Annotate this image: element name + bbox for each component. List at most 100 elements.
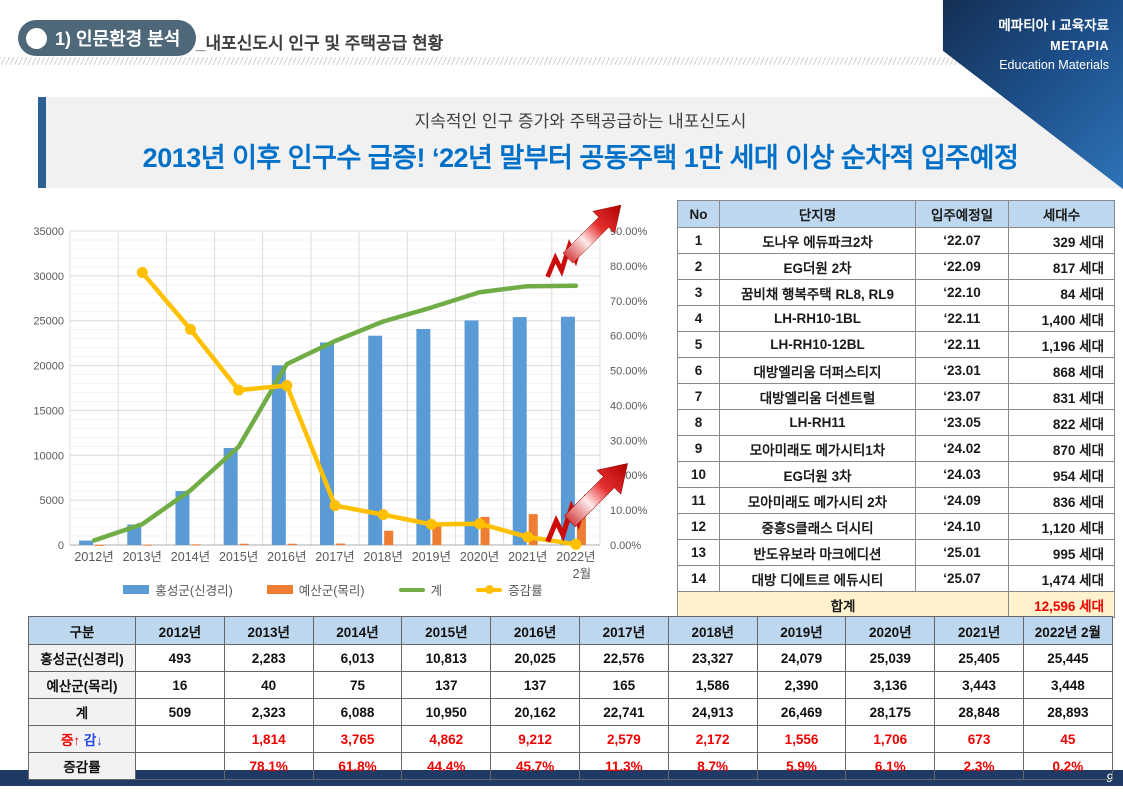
table-cell: 13 bbox=[677, 539, 720, 566]
table-row: 9 모아미래도 메가시티1차 ‘24.02 870 세대 bbox=[677, 435, 1115, 462]
svg-text:60.00%: 60.00% bbox=[610, 331, 648, 343]
table-cell: 24,913 bbox=[667, 698, 758, 726]
table-row: 증↑ 감↓ 1,814 3,765 4,862 9,212 2,579 2,172 1,556… bbox=[28, 725, 1113, 753]
table-cell: 3,448 bbox=[1022, 671, 1113, 699]
table-cell: 8.7% bbox=[667, 752, 758, 780]
table-cell bbox=[135, 725, 225, 753]
table-row: 7 대방엘리움 더센트럴 ‘23.07 831 세대 bbox=[677, 383, 1115, 410]
table-cell: ‘24.02 bbox=[915, 435, 1009, 462]
column-header: 2019년 bbox=[756, 616, 847, 645]
table-cell: 중흥S클래스 더시티 bbox=[719, 513, 916, 540]
brand-block: 메파티아 I 교육자료 METAPIA Education Materials bbox=[998, 16, 1109, 76]
table-cell: ‘24.09 bbox=[915, 487, 1009, 514]
table-cell: 2,390 bbox=[756, 671, 847, 699]
svg-text:2014년: 2014년 bbox=[171, 550, 210, 564]
table-cell: 831 세대 bbox=[1008, 383, 1115, 410]
table-cell: 26,469 bbox=[756, 698, 847, 726]
table-cell: 꿈비채 행복주택 RL8, RL9 bbox=[719, 279, 916, 306]
table-cell: 6,088 bbox=[312, 698, 403, 726]
chart-legend: 홍성군(신경리) 예산군(목리) 계 증감률 bbox=[48, 580, 618, 599]
hatched-divider bbox=[0, 57, 1123, 65]
banner-subtitle: 지속적인 인구 증가와 주택공급하는 내포신도시 bbox=[414, 112, 747, 131]
table-row: 6 대방엘리움 더퍼스티지 ‘23.01 868 세대 bbox=[677, 357, 1115, 384]
table-cell: 도나우 에듀파크2차 bbox=[719, 227, 916, 254]
table-row: 홍성군(신경리) 493 2,283 6,013 10,813 20,025 22,576 2… bbox=[28, 644, 1113, 672]
svg-text:0.00%: 0.00% bbox=[610, 540, 641, 552]
column-header: 2015년 bbox=[401, 616, 492, 645]
population-table: 구분 2012년 2013년 2014년 2015년 2016년 2017년 2018년 201… bbox=[28, 616, 1113, 780]
svg-text:2020년: 2020년 bbox=[460, 550, 499, 564]
table-cell: 4,862 bbox=[401, 725, 492, 753]
table-row: 증감률 78.1% 61.8% 44.4% 45.7% 11.3% 8.7% 5.9% 6.1%… bbox=[28, 752, 1113, 780]
table-cell: 20,025 bbox=[490, 644, 580, 672]
table-cell: 10,813 bbox=[401, 644, 492, 672]
table-row: 12 중흥S클래스 더시티 ‘24.10 1,120 세대 bbox=[677, 513, 1115, 540]
svg-text:2월: 2월 bbox=[573, 567, 591, 581]
table-cell: 61.8% bbox=[312, 752, 403, 780]
table-row: 2 EG더원 2차 ‘22.09 817 세대 bbox=[677, 253, 1115, 280]
table-cell: ‘23.07 bbox=[915, 383, 1009, 410]
row-label: 예산군(목리) bbox=[28, 671, 136, 699]
legend-swatch bbox=[476, 584, 503, 594]
svg-text:2013년: 2013년 bbox=[123, 550, 162, 564]
svg-text:2012년: 2012년 bbox=[74, 550, 113, 564]
column-header: 2012년 bbox=[135, 616, 225, 645]
table-cell: 22,576 bbox=[578, 644, 669, 672]
table-cell: ‘23.05 bbox=[915, 409, 1009, 436]
table-header-row: 구분 2012년 2013년 2014년 2015년 2016년 2017년 2018년 201… bbox=[28, 616, 1113, 645]
table-cell: 7 bbox=[677, 383, 720, 410]
red-up-arrow-icon bbox=[545, 463, 628, 543]
table-cell: 954 세대 bbox=[1008, 461, 1115, 488]
table-cell: 868 세대 bbox=[1008, 357, 1115, 384]
table-cell: 5.9% bbox=[756, 752, 847, 780]
legend-item: 홍성군(신경리) bbox=[123, 580, 233, 599]
legend-swatch bbox=[266, 585, 293, 594]
table-row: 계 509 2,323 6,088 10,950 20,162 22,741 24,913 26… bbox=[28, 698, 1113, 726]
table-cell: 822 세대 bbox=[1008, 409, 1115, 436]
row-label: 홍성군(신경리) bbox=[28, 644, 136, 672]
legend-label: 예산군(목리) bbox=[298, 584, 365, 598]
table-cell: 2,579 bbox=[578, 725, 669, 753]
table-cell: 40 bbox=[223, 671, 314, 699]
svg-text:30.00%: 30.00% bbox=[610, 435, 648, 447]
table-cell: 1,120 세대 bbox=[1008, 513, 1115, 540]
svg-text:2022년: 2022년 bbox=[556, 550, 595, 564]
table-cell: 9 bbox=[677, 435, 720, 462]
table-cell: 대방엘리움 더센트럴 bbox=[719, 383, 916, 410]
legend-swatch bbox=[123, 585, 150, 594]
column-header: 2021년 bbox=[934, 616, 1024, 645]
table-cell: 3,136 bbox=[845, 671, 936, 699]
column-header: 구분 bbox=[28, 616, 136, 645]
column-header: 2022년 2월 bbox=[1022, 616, 1113, 645]
table-cell: 509 bbox=[135, 698, 225, 726]
increase-label: 증↑ bbox=[60, 733, 81, 748]
decrease-label: 감↓ bbox=[80, 733, 104, 748]
chart-canvas: 0 5000 10000 15000 20000 25000 30000 35000 0.00%… bbox=[33, 204, 648, 581]
table-cell: 84 세대 bbox=[1008, 279, 1115, 306]
legend-item: 계 bbox=[398, 580, 442, 599]
table-row: 1 도나우 에듀파크2차 ‘22.07 329 세대 bbox=[677, 227, 1115, 254]
svg-text:30000: 30000 bbox=[33, 271, 64, 283]
table-cell: ‘22.09 bbox=[915, 253, 1009, 280]
table-cell: 673 bbox=[934, 725, 1024, 753]
table-row: 5 LH-RH10-12BL ‘22.11 1,196 세대 bbox=[677, 331, 1115, 358]
table-cell: 11.3% bbox=[578, 752, 669, 780]
table-cell: 44.4% bbox=[401, 752, 492, 780]
total-value: 12,596 세대 bbox=[1008, 591, 1115, 618]
table-cell: 1 bbox=[677, 227, 720, 254]
page-title: _내포신도시 인구 및 주택공급 현황 bbox=[196, 34, 444, 53]
svg-text:10000: 10000 bbox=[33, 450, 64, 462]
column-header: 단지명 bbox=[719, 200, 916, 228]
table-cell: 75 bbox=[312, 671, 403, 699]
table-cell: 25,405 bbox=[934, 644, 1024, 672]
table-cell: 0.2% bbox=[1022, 752, 1113, 780]
table-cell: 45.7% bbox=[490, 752, 580, 780]
table-cell: 8 bbox=[677, 409, 720, 436]
table-row: 13 반도유보라 마크에디션 ‘25.01 995 세대 bbox=[677, 539, 1115, 566]
row-label: 증감률 bbox=[28, 752, 136, 780]
legend-swatch bbox=[398, 587, 425, 592]
column-header: 2014년 bbox=[312, 616, 403, 645]
svg-text:15000: 15000 bbox=[33, 405, 64, 417]
table-cell: 1,474 세대 bbox=[1008, 565, 1115, 592]
banner-accent-bar bbox=[38, 97, 46, 188]
